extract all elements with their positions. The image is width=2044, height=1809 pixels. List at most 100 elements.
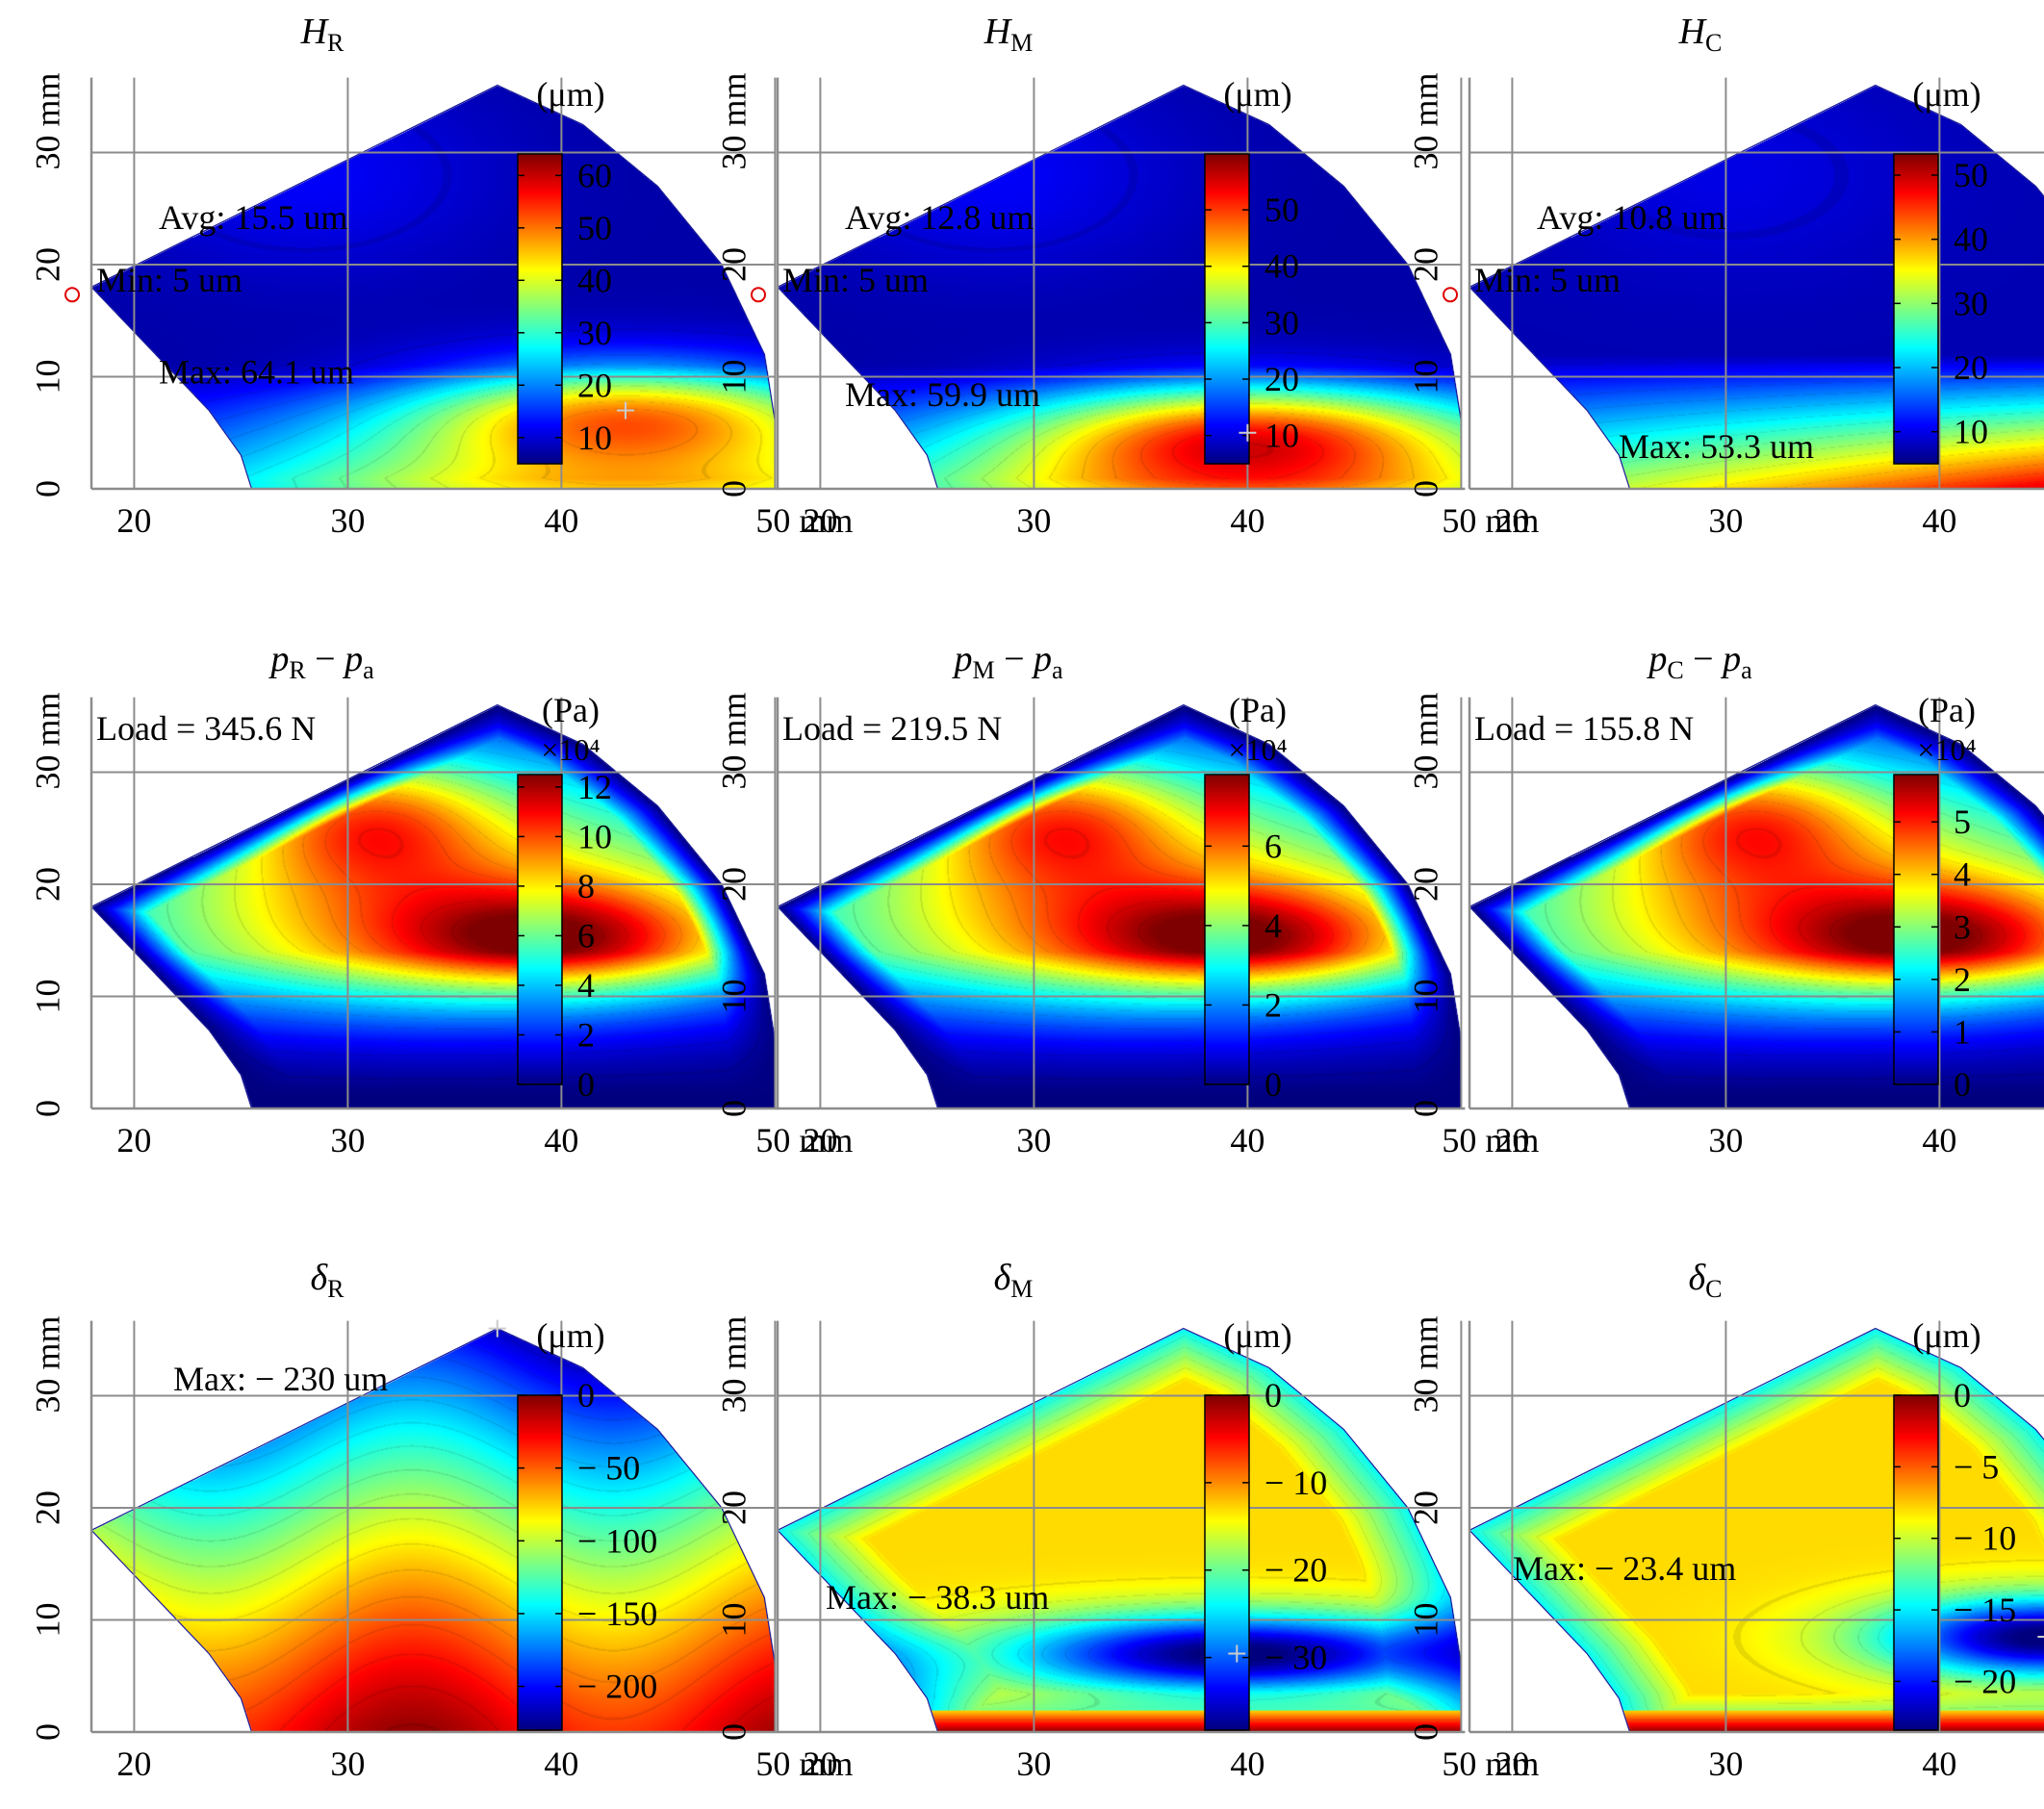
colorbar-unit-label: (μm)	[536, 75, 604, 114]
colorbar-tick-label: 10	[577, 817, 612, 855]
colorbar-tick-label: − 5	[1954, 1447, 1999, 1486]
x-tick-label: 30	[1708, 501, 1743, 540]
colorbar-tick-label: 30	[1954, 284, 1988, 322]
colorbar-tick-label: 6	[1265, 827, 1282, 865]
y-tick-label: 10	[1406, 980, 1444, 1014]
heatmap-surface	[91, 704, 775, 1108]
colorbar-tick-label: 12	[577, 768, 612, 806]
x-tick-label: 20	[803, 1121, 837, 1159]
colorbar-tick-label: 0	[577, 1065, 595, 1104]
colorbar-tick-label: 5	[1954, 803, 1971, 841]
y-tick-label: 0	[714, 480, 753, 497]
x-tick-label: 30	[1016, 501, 1051, 540]
chart-panel-6: 20 30 40 50 mm 0 10 20 30 mm pC − pa 0 1 2 3 4 5 (Pa)×1…	[1406, 639, 2044, 1159]
colorbar-tick-label: 40	[1954, 220, 1988, 259]
colorbar-tick-label: 20	[577, 366, 612, 404]
x-tick-label: 50 mm	[1442, 1745, 1539, 1783]
y-tick-label: 30 mm	[714, 72, 753, 169]
colorbar-tick-label: 8	[577, 867, 595, 905]
colorbar-tick-label: − 30	[1265, 1639, 1327, 1677]
annotation-max: Max: 59.9 um	[845, 375, 1040, 414]
y-tick-label: 20	[28, 247, 66, 282]
x-tick-label: 20	[1495, 1745, 1529, 1783]
x-tick-label: 50 mm	[755, 501, 853, 540]
annotation-min: Min: 5 um	[96, 261, 243, 299]
colorbar-tick-label: 0	[1265, 1376, 1282, 1414]
max-marker	[2037, 1635, 2044, 1638]
colorbar-tick-label: 10	[1265, 417, 1299, 455]
colorbar-scale-label: ×10⁴	[1228, 732, 1287, 767]
annotation-max: Max: − 230 um	[173, 1360, 388, 1398]
x-tick-label: 40	[1922, 1121, 1956, 1159]
y-tick-label: 20	[714, 247, 753, 282]
colorbar-tick-label: − 100	[577, 1521, 657, 1560]
y-tick-label: 20	[714, 1491, 753, 1525]
colorbar	[1204, 774, 1250, 1085]
x-tick-label: 20	[116, 1745, 151, 1783]
colorbar-tick-label: 0	[1954, 1376, 1971, 1414]
min-marker	[1443, 287, 1458, 303]
x-tick-label: 20	[1495, 1121, 1529, 1159]
x-tick-label: 20	[116, 1121, 151, 1159]
colorbar-unit-label: (μm)	[1223, 1316, 1291, 1355]
x-tick-label: 40	[1230, 1121, 1265, 1159]
domain-outline	[1469, 84, 2044, 490]
chart-title: δR	[310, 1258, 345, 1303]
colorbar-tick-label: 4	[577, 966, 595, 1005]
y-tick-label: 10	[714, 980, 753, 1014]
annotation-load: Load = 345.6 N	[96, 709, 316, 748]
x-tick-label: 50 mm	[1442, 501, 1539, 540]
colorbar	[1204, 1394, 1250, 1731]
chart-title: HR	[300, 12, 345, 57]
y-tick-label: 10	[28, 1603, 66, 1638]
chart-title: pR − pa	[268, 639, 374, 684]
y-tick-label: 0	[1406, 1100, 1444, 1117]
y-tick-label: 10	[28, 360, 66, 395]
colorbar	[1893, 1394, 1939, 1731]
chart-panel-9: 20 30 40 50 mm 0 10 20 30 mm δC 0 − 5 − 10 − 15 − 20 (…	[1406, 1258, 2044, 1783]
max-marker	[1228, 1644, 1246, 1663]
colorbar-tick-label: − 200	[577, 1668, 657, 1706]
x-tick-label: 40	[1922, 501, 1956, 540]
chart-title: HM	[984, 12, 1034, 57]
x-tick-label: 50 mm	[755, 1121, 853, 1159]
colorbar-tick-label: 6	[577, 916, 595, 955]
colorbar-unit-label: (Pa)	[1918, 691, 1976, 729]
y-tick-label: 20	[28, 1491, 66, 1525]
chart-title: pM − pa	[951, 639, 1063, 684]
max-marker	[488, 1319, 506, 1338]
y-tick-label: 10	[1406, 360, 1444, 395]
colorbar-tick-label: 0	[1954, 1065, 1971, 1104]
y-tick-label: 20	[1406, 867, 1444, 902]
colorbar	[517, 153, 563, 465]
colorbar-tick-label: 0	[1265, 1065, 1282, 1104]
y-tick-label: 20	[714, 867, 753, 902]
colorbar-tick-label: − 20	[1954, 1662, 2016, 1700]
colorbar-scale-label: ×10⁴	[1917, 732, 1976, 767]
y-tick-label: 20	[28, 867, 66, 902]
chart-title: HC	[1678, 12, 1723, 57]
colorbar-unit-label: (μm)	[1223, 75, 1291, 114]
x-tick-label: 40	[544, 1745, 578, 1783]
annotation-avg: Avg: 12.8 um	[845, 198, 1034, 237]
x-tick-label: 30	[1016, 1121, 1051, 1159]
colorbar-unit-label: (μm)	[1912, 75, 1980, 114]
colorbar-tick-label: − 15	[1954, 1591, 2016, 1629]
colorbar	[1893, 774, 1939, 1085]
colorbar-tick-label: − 50	[577, 1449, 640, 1488]
chart-title: δC	[1688, 1258, 1722, 1303]
x-tick-label: 40	[1922, 1745, 1956, 1783]
colorbar-tick-label: − 10	[1954, 1519, 2016, 1558]
heatmap-surface	[778, 1328, 1461, 1732]
annotation-avg: Avg: 10.8 um	[1537, 198, 1725, 237]
x-tick-label: 30	[1708, 1745, 1743, 1783]
colorbar-tick-label: 50	[1954, 156, 1988, 194]
y-tick-label: 30 mm	[714, 1315, 753, 1413]
annotation-load: Load = 219.5 N	[782, 709, 1002, 748]
min-marker	[751, 287, 766, 303]
annotation-min: Min: 5 um	[1474, 261, 1621, 299]
y-tick-label: 30 mm	[28, 1315, 66, 1413]
y-tick-label: 30 mm	[1406, 692, 1444, 789]
